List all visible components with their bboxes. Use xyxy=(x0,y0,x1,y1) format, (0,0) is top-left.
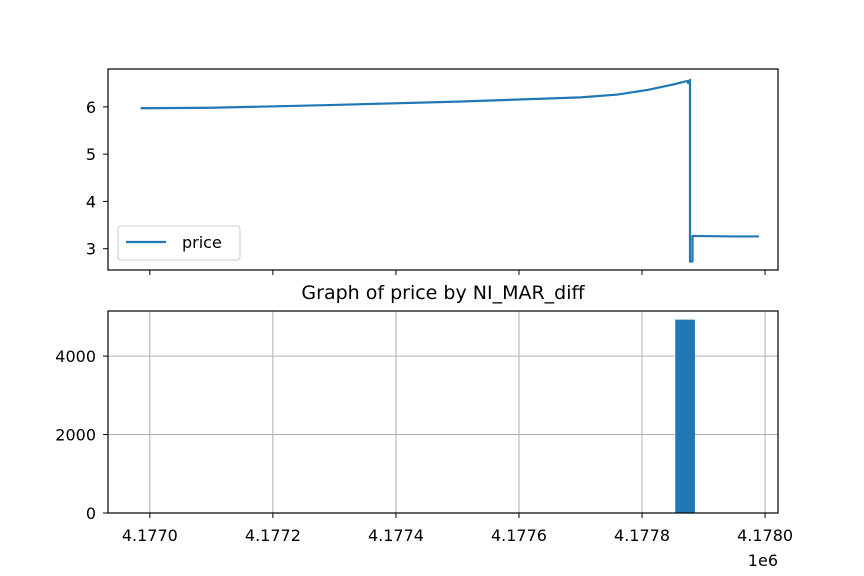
line-y-tick-label: 4 xyxy=(86,192,96,211)
bar-x-tick-label: 4.1780 xyxy=(737,526,793,545)
bar-plot-frame xyxy=(107,310,779,514)
bar-series-group xyxy=(675,319,695,513)
line-subplot: 3 4 5 6 price xyxy=(86,68,779,275)
line-y-tick-label: 5 xyxy=(86,145,96,164)
legend-box xyxy=(117,225,241,261)
bar-y-tick-label: 0 xyxy=(86,504,96,523)
line-series-group xyxy=(140,78,759,263)
bar-y-tick-label: 2000 xyxy=(55,426,96,445)
legend: price xyxy=(117,225,241,261)
x-axis-offset-label: 1e6 xyxy=(748,551,778,570)
line-y-ticks: 3 4 5 6 xyxy=(86,98,108,259)
line-series-price xyxy=(140,78,759,263)
bar-y-tick-label: 4000 xyxy=(55,347,96,366)
line-y-tick-label: 6 xyxy=(86,98,96,117)
histogram-bar xyxy=(675,319,695,513)
bar-y-ticks: 0 2000 4000 xyxy=(55,347,108,523)
bar-subplot: 0 2000 4000 4.1770 4.1772 4.1774 4.1776 4.1778… xyxy=(55,282,793,570)
bar-chart-title: Graph of price by NI_MAR_diff xyxy=(301,282,585,304)
bar-x-tick-label: 4.1778 xyxy=(614,526,670,545)
legend-label-price: price xyxy=(182,233,222,252)
bar-x-tick-label: 4.1772 xyxy=(245,526,301,545)
bar-x-tick-label: 4.1776 xyxy=(491,526,547,545)
line-y-tick-label: 3 xyxy=(86,240,96,259)
bar-x-tick-label: 4.1770 xyxy=(122,526,178,545)
bar-x-ticks: 4.1770 4.1772 4.1774 4.1776 4.1778 4.1780 xyxy=(122,513,793,545)
line-x-ticks xyxy=(149,270,766,275)
line-plot-frame xyxy=(107,68,779,271)
bar-x-tick-label: 4.1774 xyxy=(368,526,424,545)
